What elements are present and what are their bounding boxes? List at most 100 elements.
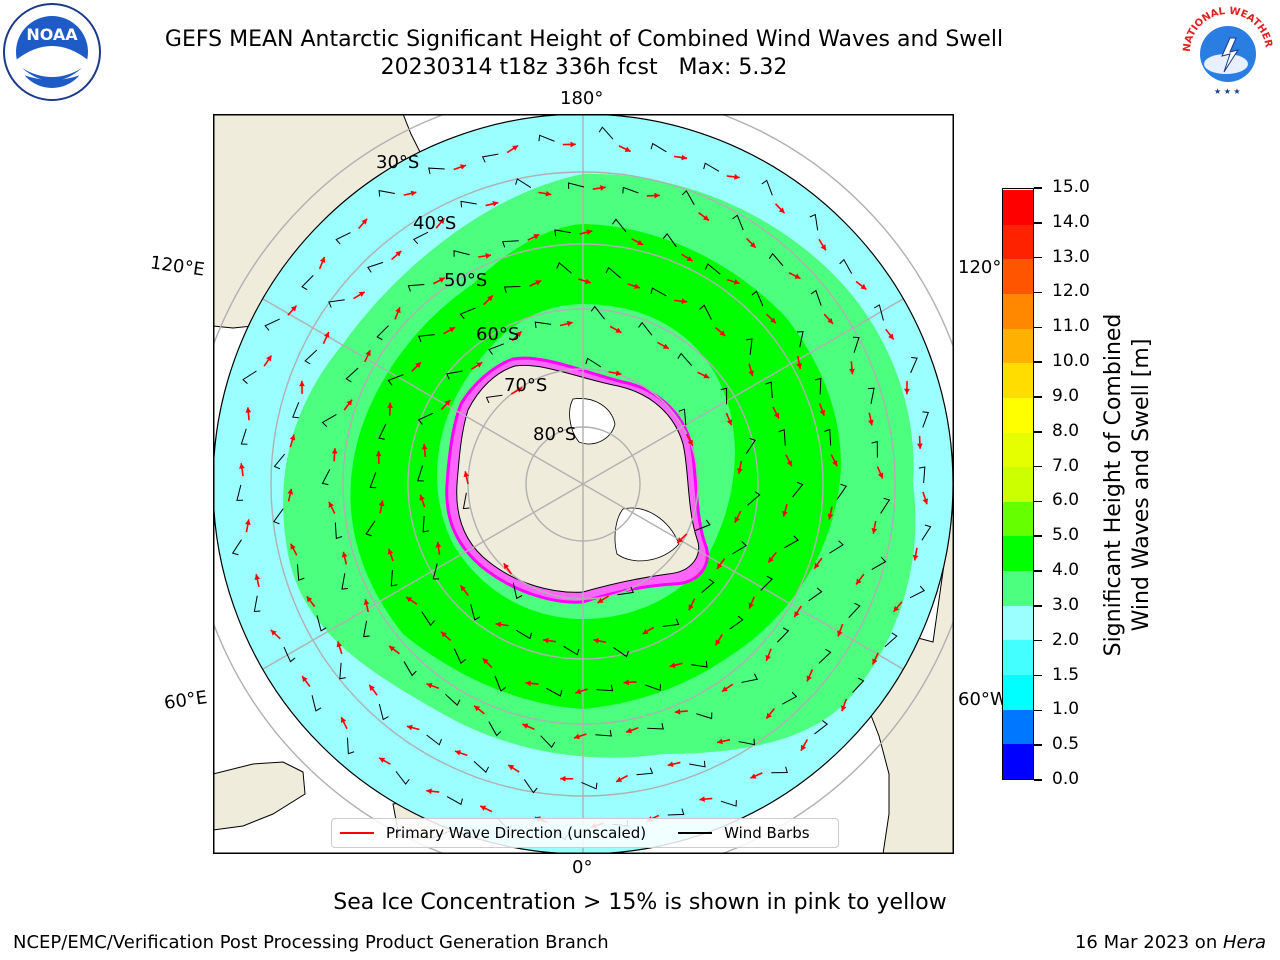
- wind-barb: [563, 645, 580, 656]
- wave-arrow: [394, 306, 401, 320]
- wave-arrow: [697, 371, 710, 379]
- wave-arrow: [618, 145, 632, 153]
- colorbar-segment: [1003, 709, 1033, 745]
- wave-arrow: [785, 454, 793, 467]
- lat-label-50s: 50°S: [444, 270, 488, 291]
- colorbar-label-line2: Wind Waves and Swell [m]: [1129, 338, 1154, 632]
- colorbar-tick-label: 0.5: [1052, 734, 1080, 755]
- wind-barb: [814, 377, 822, 395]
- wind-barb: [818, 648, 832, 664]
- wave-arrow: [669, 662, 683, 669]
- wave-arrow: [378, 500, 385, 514]
- colorbar-tick-label: 10.0: [1052, 351, 1090, 372]
- wave-arrow: [263, 354, 273, 367]
- wind-barb: [696, 712, 713, 720]
- wave-arrow: [800, 739, 809, 752]
- svg-text:★ ★ ★: ★ ★ ★: [1214, 87, 1241, 96]
- wave-arrow: [453, 164, 467, 171]
- wind-barb: [918, 466, 926, 483]
- wind-barb: [346, 737, 355, 755]
- wind-barb: [729, 615, 744, 630]
- wave-arrow: [625, 727, 639, 734]
- wind-barb: [636, 767, 654, 776]
- wave-arrow: [391, 250, 402, 261]
- wave-arrow: [765, 707, 776, 720]
- wave-arrow: [830, 454, 838, 467]
- colorbar-segment: [1003, 397, 1033, 433]
- wind-barb: [910, 356, 918, 374]
- colorbar-tick-label: 3.0: [1052, 594, 1080, 615]
- lat-label-70s: 70°S: [504, 375, 548, 396]
- wave-arrow: [506, 144, 519, 154]
- map-canvas: [213, 114, 954, 854]
- wind-barb: [921, 524, 932, 541]
- wave-arrow: [667, 761, 681, 767]
- wind-barb: [538, 134, 555, 142]
- colorbar-tick-label: 1.5: [1052, 664, 1080, 685]
- wind-barb: [445, 370, 463, 380]
- wind-barb: [418, 334, 435, 342]
- wind-barb: [868, 387, 875, 404]
- lon-label-60e: 60°E: [162, 687, 209, 714]
- wind-barb: [590, 305, 605, 320]
- wave-arrow: [299, 380, 305, 394]
- wind-barb: [488, 343, 505, 355]
- wind-barb: [681, 190, 695, 206]
- wind-barb: [296, 564, 305, 581]
- colorbar-tick-mark: [1034, 500, 1042, 503]
- wave-arrow: [646, 192, 660, 199]
- lon-label-180: 180°: [560, 88, 604, 109]
- wave-arrow: [765, 313, 777, 324]
- wave-arrow: [331, 448, 338, 462]
- wind-barb: [363, 620, 370, 638]
- wave-arrow: [419, 494, 426, 508]
- wave-arrow: [734, 510, 742, 524]
- wave-arrow: [575, 688, 588, 695]
- wave-arrow: [559, 320, 573, 327]
- colorbar-segment: [1003, 362, 1033, 398]
- wave-arrow: [440, 399, 451, 411]
- wind-barb: [273, 453, 286, 470]
- colorbar-tick-mark: [1034, 674, 1042, 677]
- wave-arrow: [364, 349, 371, 363]
- wave-arrow: [478, 253, 492, 259]
- wind-barb: [345, 367, 359, 383]
- wave-legend-swatch: [340, 832, 374, 834]
- wind-barb: [617, 586, 635, 596]
- wave-arrow: [748, 363, 754, 377]
- wave-arrow: [529, 279, 542, 287]
- wave-arrow: [642, 626, 655, 635]
- wind-barb: [829, 540, 844, 554]
- chart-title: GEFS MEAN Antarctic Significant Height o…: [164, 27, 1004, 52]
- wind-barb: [236, 484, 243, 501]
- wind-barb: [596, 684, 614, 692]
- wind-barb: [585, 357, 602, 368]
- wind-barb: [264, 318, 280, 331]
- wind-barb: [283, 646, 296, 663]
- wave-arrow: [745, 237, 757, 249]
- wind-barb: [922, 411, 930, 428]
- footer-date-text: 16 Mar 2023 on: [1074, 932, 1223, 953]
- wave-arrow: [432, 277, 446, 285]
- wind-barb: [523, 779, 538, 794]
- colorbar-segment: [1003, 639, 1033, 676]
- wave-arrow: [849, 361, 855, 375]
- wave-arrow: [411, 361, 422, 372]
- footer-organization: NCEP/EMC/Verification Post Processing Pr…: [13, 932, 609, 953]
- wind-legend-label: Wind Barbs: [724, 824, 810, 842]
- colorbar-tick-label: 13.0: [1052, 246, 1090, 267]
- wind-barb: [387, 374, 404, 386]
- wind-barb: [871, 440, 878, 458]
- footer-date: 16 Mar 2023 on Hera: [1075, 932, 1266, 953]
- colorbar-tick-mark: [1034, 605, 1042, 607]
- lat-label-60s: 60°S: [476, 324, 520, 345]
- wind-barb: [852, 336, 860, 353]
- colorbar-tick-label: 7.0: [1052, 455, 1080, 476]
- wave-arrow: [363, 599, 370, 613]
- wave-arrow: [358, 218, 368, 230]
- map-legend: Primary Wave Direction (unscaled) Wind B…: [331, 818, 839, 848]
- wind-barb: [453, 648, 466, 664]
- polar-map[interactable]: [213, 114, 954, 854]
- wind-barb: [453, 250, 470, 257]
- wave-arrow: [855, 280, 867, 291]
